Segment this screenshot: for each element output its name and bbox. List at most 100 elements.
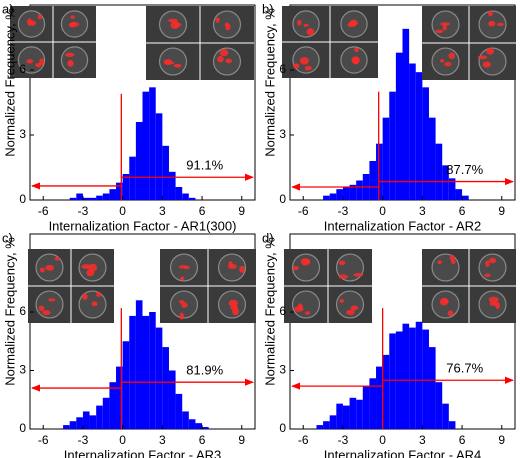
cell-spot [486, 47, 495, 55]
cell-spot [181, 302, 188, 308]
x-tick-label: 3 [159, 204, 166, 218]
percent-annotation: 87.7% [446, 162, 483, 177]
cell [291, 253, 321, 282]
x-tick-label: 9 [498, 433, 505, 447]
cell-spot [39, 58, 45, 66]
panel-label: b) [262, 1, 274, 16]
bar [109, 189, 117, 200]
cell-spot [179, 276, 185, 281]
y-tick-label: 3 [279, 363, 286, 377]
bar [389, 333, 396, 429]
cell-spot [350, 305, 359, 311]
bar [69, 421, 77, 429]
bar [162, 145, 169, 200]
bar [369, 161, 377, 200]
cell-spot [440, 22, 451, 26]
cell [35, 290, 64, 319]
x-tick-label: 6 [459, 204, 466, 218]
cell-spot [496, 22, 504, 27]
cell-spot [304, 311, 311, 315]
cell-spot [215, 17, 220, 23]
y-axis-label: Normalized Frequency, % [2, 8, 17, 157]
cell-spot [450, 259, 456, 265]
cell-spot [48, 298, 56, 302]
x-axis-label: Internalization Factor - AR2 [324, 218, 482, 233]
x-tick-label: -3 [78, 433, 89, 447]
x-tick-label: 0 [119, 433, 126, 447]
cell-spot [70, 15, 75, 20]
x-tick-label: 0 [119, 204, 126, 218]
bar [82, 197, 90, 200]
x-tick-label: 0 [379, 433, 386, 447]
bar [323, 421, 330, 429]
cell-spot [232, 307, 239, 316]
bar [129, 156, 136, 200]
x-tick-label: 9 [238, 433, 245, 447]
cell-spot [338, 260, 346, 266]
bar [82, 411, 90, 429]
cell-spot [183, 265, 190, 270]
bar [415, 72, 423, 200]
x-tick-label: -6 [298, 204, 309, 218]
cell-spot [489, 257, 497, 264]
cell-spot [173, 63, 182, 68]
bar [109, 382, 117, 429]
cell-spot [86, 269, 95, 277]
bar [63, 425, 70, 429]
bar [342, 405, 350, 429]
bar [329, 415, 337, 429]
bar [389, 91, 396, 200]
panel-label: d) [262, 230, 274, 245]
cell-spot [299, 56, 309, 65]
cell-spot [293, 63, 300, 69]
bar [316, 425, 324, 429]
cell-spot [354, 47, 359, 53]
cell-spot [484, 273, 491, 278]
cell-spot [449, 254, 455, 261]
cell-spot [351, 56, 360, 65]
cell-spot [448, 52, 456, 60]
bar [462, 195, 469, 200]
x-tick-label: -3 [78, 204, 89, 218]
percent-annotation: 76.7% [446, 361, 483, 376]
bar [175, 393, 183, 429]
bar [116, 366, 123, 429]
bar [149, 87, 156, 200]
cell-spot [444, 61, 452, 67]
bar [455, 189, 463, 200]
cell-spot [219, 48, 229, 57]
bar [409, 63, 416, 200]
bar [402, 28, 410, 201]
bar [422, 87, 429, 200]
cell-spot [225, 23, 231, 31]
cell-spot [353, 273, 364, 277]
bar [395, 52, 403, 200]
bar [329, 193, 337, 200]
bar [402, 323, 410, 429]
y-tick-label: 0 [279, 192, 286, 206]
cell-spot [303, 23, 309, 27]
bar [435, 382, 443, 429]
bar [356, 399, 363, 429]
bar [102, 193, 110, 200]
x-tick-label: 6 [199, 204, 206, 218]
panel-label: a) [2, 1, 14, 16]
cell-spot [338, 274, 348, 279]
cell [431, 47, 460, 76]
bar [142, 315, 150, 429]
bar [116, 182, 123, 200]
bar [175, 187, 183, 200]
bar [76, 417, 83, 429]
cell-spot [477, 55, 488, 60]
y-tick-label: 6 [19, 62, 26, 76]
bar [409, 327, 416, 429]
cell [335, 290, 365, 319]
cell-spot [27, 18, 32, 26]
x-tick-label: 3 [159, 433, 166, 447]
cell-spot [439, 58, 445, 63]
bar [69, 197, 77, 200]
bar [195, 423, 203, 429]
x-axis-label: Internalization Factor - AR4 [324, 447, 482, 458]
cell-spot [170, 20, 180, 29]
bar [362, 386, 370, 429]
